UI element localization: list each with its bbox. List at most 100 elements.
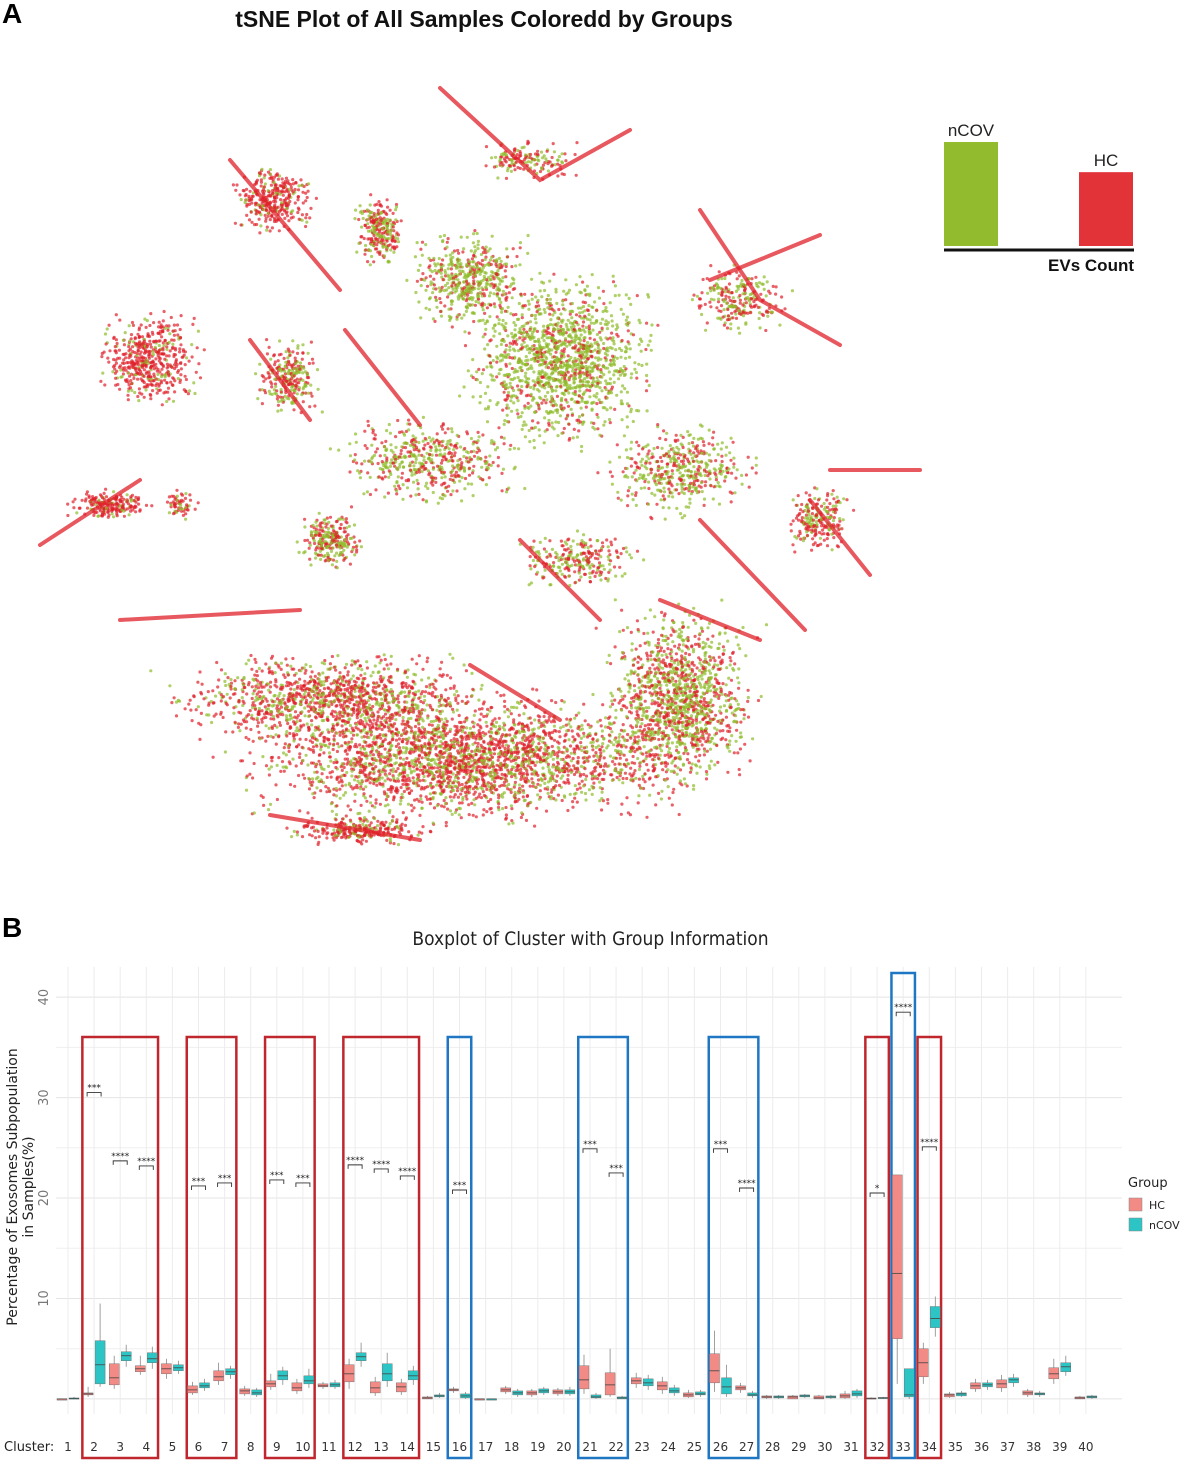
tsne-point	[473, 803, 477, 807]
tsne-point	[679, 459, 684, 463]
tsne-point	[469, 249, 473, 253]
tsne-point	[460, 782, 464, 787]
tsne-point	[526, 299, 531, 303]
tsne-point	[563, 380, 568, 385]
tsne-point	[611, 354, 615, 358]
tsne-point	[637, 362, 641, 366]
tsne-point	[539, 397, 543, 401]
tsne-point	[707, 453, 712, 457]
tsne-point	[677, 492, 681, 496]
tsne-point	[750, 466, 754, 470]
tsne-point	[394, 769, 398, 774]
tsne-point	[442, 288, 446, 293]
tsne-point	[667, 449, 671, 453]
tsne-point	[573, 356, 577, 360]
tsne-point	[717, 484, 721, 488]
tsne-point	[580, 723, 584, 728]
tsne-point	[543, 536, 547, 541]
tsne-point	[335, 749, 339, 754]
tsne-point	[575, 362, 580, 367]
tsne-point	[601, 703, 605, 707]
tsne-point	[471, 813, 475, 817]
tsne-point	[754, 471, 758, 475]
tsne-point	[596, 286, 601, 290]
tsne-point	[632, 471, 636, 475]
tsne-point	[280, 760, 285, 764]
tsne-point	[570, 413, 575, 417]
tsne-point	[599, 578, 603, 582]
tsne-point	[396, 468, 400, 472]
tsne-point	[605, 408, 609, 412]
tsne-point	[686, 430, 690, 434]
tsne-point	[418, 263, 422, 267]
tsne-point	[601, 310, 605, 314]
tsne-point	[549, 318, 553, 322]
tsne-point	[613, 407, 617, 411]
tsne-point	[554, 287, 558, 291]
tsne-point	[329, 802, 333, 806]
tsne-point	[412, 769, 416, 773]
tsne-point	[309, 761, 314, 765]
tsne-point	[680, 484, 684, 489]
tsne-point	[639, 337, 643, 341]
tsne-point	[698, 423, 703, 427]
tsne-point	[377, 769, 381, 774]
tsne-point	[677, 468, 681, 472]
tsne-point	[531, 558, 536, 563]
tsne-point	[598, 380, 603, 385]
tsne-point	[667, 454, 672, 458]
tsne-point	[435, 438, 439, 442]
tsne-point	[692, 436, 696, 440]
tsne-point	[502, 422, 506, 426]
tsne-point	[579, 333, 583, 337]
tsne-point	[630, 492, 634, 496]
tsne-point	[480, 465, 484, 469]
tsne-point	[600, 389, 604, 393]
tsne-point	[440, 476, 444, 480]
tsne-point	[703, 484, 707, 488]
tsne-point	[599, 724, 603, 728]
tsne-point	[420, 253, 424, 257]
tsne-point	[565, 566, 569, 570]
tsne-point	[559, 707, 563, 711]
tsne-point	[584, 359, 588, 363]
tsne-point	[385, 429, 389, 433]
tsne-point	[559, 399, 564, 403]
tsne-point	[569, 717, 573, 721]
tsne-point	[619, 307, 623, 311]
tsne-point	[579, 449, 584, 453]
tsne-point	[490, 374, 495, 378]
tsne-point	[629, 407, 633, 411]
tsne-point	[627, 296, 631, 300]
tsne-point	[712, 447, 716, 451]
tsne-point	[626, 494, 630, 498]
tsne-point	[585, 563, 589, 567]
tsne-point	[525, 330, 529, 334]
tsne-point	[566, 370, 570, 374]
tsne-point	[579, 328, 583, 332]
tsne-point	[581, 343, 585, 347]
tsne-point	[502, 390, 506, 394]
tsne-point	[400, 460, 404, 464]
tsne-point	[600, 317, 605, 321]
tsne-point	[509, 377, 513, 381]
tsne-point	[414, 290, 418, 295]
tsne-point	[449, 493, 453, 497]
tsne-point	[477, 287, 481, 291]
tsne-point	[605, 538, 609, 542]
tsne-point	[607, 370, 611, 374]
tsne-point	[501, 408, 505, 412]
tsne-point	[556, 321, 560, 325]
tsne-point	[582, 772, 586, 777]
tsne-point	[608, 389, 613, 393]
tsne-point	[602, 756, 606, 760]
tsne-point	[500, 264, 504, 268]
tsne-point	[497, 296, 501, 301]
tsne-point	[364, 740, 368, 744]
tsne-point	[568, 312, 572, 316]
tsne-point	[438, 750, 442, 755]
tsne-point	[644, 389, 649, 393]
tsne-point	[553, 311, 557, 315]
tsne-point	[526, 358, 530, 362]
tsne-point	[483, 263, 487, 267]
